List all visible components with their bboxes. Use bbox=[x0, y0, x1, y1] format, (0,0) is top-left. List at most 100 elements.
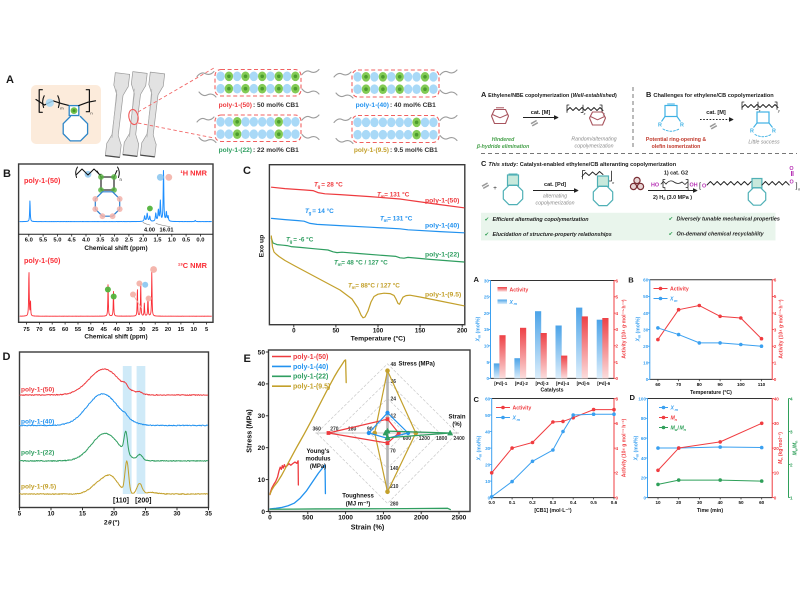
svg-text:Toughness: Toughness bbox=[342, 494, 374, 500]
svg-text:0.6: 0.6 bbox=[611, 500, 618, 505]
svg-text:poly-1-(9.5): poly-1-(9.5) bbox=[354, 147, 389, 154]
svg-text:5: 5 bbox=[18, 510, 22, 517]
svg-text:270: 270 bbox=[330, 426, 339, 432]
svg-text:R: R bbox=[658, 123, 662, 129]
svg-text:O: O bbox=[790, 180, 794, 186]
svg-text:T: T bbox=[305, 208, 310, 215]
svg-text:Activity (10⁴ g·mol⁻¹·h⁻¹): Activity (10⁴ g·mol⁻¹·h⁻¹) bbox=[622, 299, 628, 358]
svg-text:1.0: 1.0 bbox=[168, 237, 176, 243]
svg-text:0: 0 bbox=[774, 495, 777, 500]
svg-text:2: 2 bbox=[774, 344, 777, 349]
svg-text:10: 10 bbox=[643, 361, 649, 366]
svg-text:70: 70 bbox=[676, 382, 682, 387]
svg-text:210: 210 bbox=[390, 484, 399, 490]
svg-text:1800: 1800 bbox=[436, 436, 447, 442]
svg-text:poly-1-(22): poly-1-(22) bbox=[425, 252, 459, 259]
svg-text:poly-1-(50): poly-1-(50) bbox=[219, 102, 252, 109]
svg-text:[200]: [200] bbox=[135, 498, 151, 505]
svg-text:= 88°C / 127 °C: = 88°C / 127 °C bbox=[355, 282, 400, 290]
svg-text:cat. [M]: cat. [M] bbox=[706, 110, 726, 116]
svg-text:¹³C NMR: ¹³C NMR bbox=[178, 261, 208, 270]
svg-text:5: 5 bbox=[205, 327, 209, 333]
svg-text:poly-1-(50): poly-1-(50) bbox=[293, 354, 328, 361]
svg-text:0.5: 0.5 bbox=[182, 237, 191, 243]
svg-text:w: w bbox=[675, 428, 679, 432]
svg-text:R: R bbox=[750, 129, 754, 135]
svg-text:9: 9 bbox=[664, 188, 666, 192]
svg-text:0: 0 bbox=[646, 377, 649, 382]
svg-text:3: 3 bbox=[616, 327, 619, 332]
svg-text:100: 100 bbox=[737, 382, 745, 387]
svg-text:C: C bbox=[474, 395, 480, 404]
svg-text:Young's: Young's bbox=[307, 449, 331, 455]
svg-text:0.4: 0.4 bbox=[570, 500, 577, 505]
svg-text:= -6 °C: = -6 °C bbox=[293, 236, 314, 244]
svg-text:30: 30 bbox=[697, 500, 703, 505]
svg-text:Activity: Activity bbox=[513, 406, 532, 412]
svg-text:[CB1] (mol·L⁻¹): [CB1] (mol·L⁻¹) bbox=[534, 508, 572, 514]
svg-text:60: 60 bbox=[641, 436, 647, 441]
svg-text:copolymerization: copolymerization bbox=[536, 200, 575, 206]
svg-text:/: / bbox=[678, 426, 680, 432]
svg-text:10: 10 bbox=[258, 477, 266, 484]
svg-text:30: 30 bbox=[643, 327, 649, 332]
svg-text:55: 55 bbox=[75, 327, 82, 333]
svg-text:Temperature (°C): Temperature (°C) bbox=[351, 335, 406, 343]
svg-text:30: 30 bbox=[484, 278, 490, 283]
svg-text:n: n bbox=[798, 188, 800, 192]
svg-text:50: 50 bbox=[258, 349, 266, 356]
svg-text:Catalysts: Catalysts bbox=[540, 388, 563, 394]
svg-text:45: 45 bbox=[100, 327, 107, 333]
svg-text:5.5: 5.5 bbox=[39, 237, 48, 243]
svg-text:600: 600 bbox=[403, 436, 412, 442]
svg-text:poly-1-(9.5): poly-1-(9.5) bbox=[21, 484, 56, 491]
svg-text:poly-1-(40): poly-1-(40) bbox=[356, 102, 389, 109]
svg-text:✔: ✔ bbox=[485, 217, 490, 223]
svg-text:g: g bbox=[309, 211, 312, 216]
svg-text:Potential ring-opening &: Potential ring-opening & bbox=[646, 137, 706, 143]
svg-text:360: 360 bbox=[313, 426, 322, 432]
svg-text:Exo up: Exo up bbox=[259, 235, 266, 258]
svg-text:✔: ✔ bbox=[669, 217, 674, 223]
svg-text:4: 4 bbox=[790, 396, 793, 401]
svg-text:+: + bbox=[493, 185, 497, 192]
svg-text:poly-1-(50): poly-1-(50) bbox=[425, 198, 459, 205]
svg-text:β-hydride elimination: β-hydride elimination bbox=[476, 144, 530, 150]
svg-text:Time (min): Time (min) bbox=[697, 508, 723, 514]
svg-text:0: 0 bbox=[268, 515, 272, 522]
svg-text:15: 15 bbox=[178, 327, 185, 333]
svg-text:2) H2 (3.0 MPa ): 2) H2 (3.0 MPa ) bbox=[653, 195, 692, 201]
svg-text:20: 20 bbox=[643, 344, 649, 349]
svg-text:x: x bbox=[583, 112, 586, 116]
svg-text:35: 35 bbox=[126, 327, 133, 333]
svg-text:100: 100 bbox=[638, 396, 646, 401]
svg-text:48: 48 bbox=[391, 362, 397, 368]
svg-text:6: 6 bbox=[616, 278, 619, 283]
svg-text:10: 10 bbox=[48, 510, 55, 517]
svg-text:m: m bbox=[60, 106, 64, 111]
svg-text:40: 40 bbox=[641, 456, 647, 461]
svg-text:10: 10 bbox=[485, 479, 491, 484]
svg-text:3: 3 bbox=[790, 429, 793, 434]
svg-text:poly-1-(50): poly-1-(50) bbox=[21, 387, 54, 394]
svg-text:90: 90 bbox=[718, 382, 724, 387]
svg-text:40: 40 bbox=[774, 396, 780, 401]
svg-text:Chemical shift (ppm): Chemical shift (ppm) bbox=[84, 245, 147, 252]
svg-text:m: m bbox=[675, 408, 679, 412]
svg-text:g: g bbox=[318, 184, 321, 189]
svg-text:1000: 1000 bbox=[338, 515, 353, 522]
svg-text:4.5: 4.5 bbox=[68, 237, 77, 243]
svg-text:110: 110 bbox=[758, 382, 766, 387]
svg-text:24: 24 bbox=[391, 396, 397, 402]
svg-text:✔: ✔ bbox=[669, 232, 674, 238]
svg-text:Hindered: Hindered bbox=[492, 137, 515, 143]
svg-text:On-demand chemical recyclabili: On-demand chemical recyclability bbox=[677, 232, 765, 238]
svg-text:20: 20 bbox=[258, 445, 266, 452]
svg-text:θ: θ bbox=[108, 520, 112, 527]
svg-text:2400: 2400 bbox=[454, 436, 465, 442]
svg-text:T: T bbox=[286, 237, 291, 244]
svg-text:E: E bbox=[244, 353, 251, 365]
svg-text:20: 20 bbox=[165, 327, 171, 333]
svg-text:cat. [M]: cat. [M] bbox=[531, 110, 551, 116]
svg-text:Activity: Activity bbox=[510, 287, 529, 293]
